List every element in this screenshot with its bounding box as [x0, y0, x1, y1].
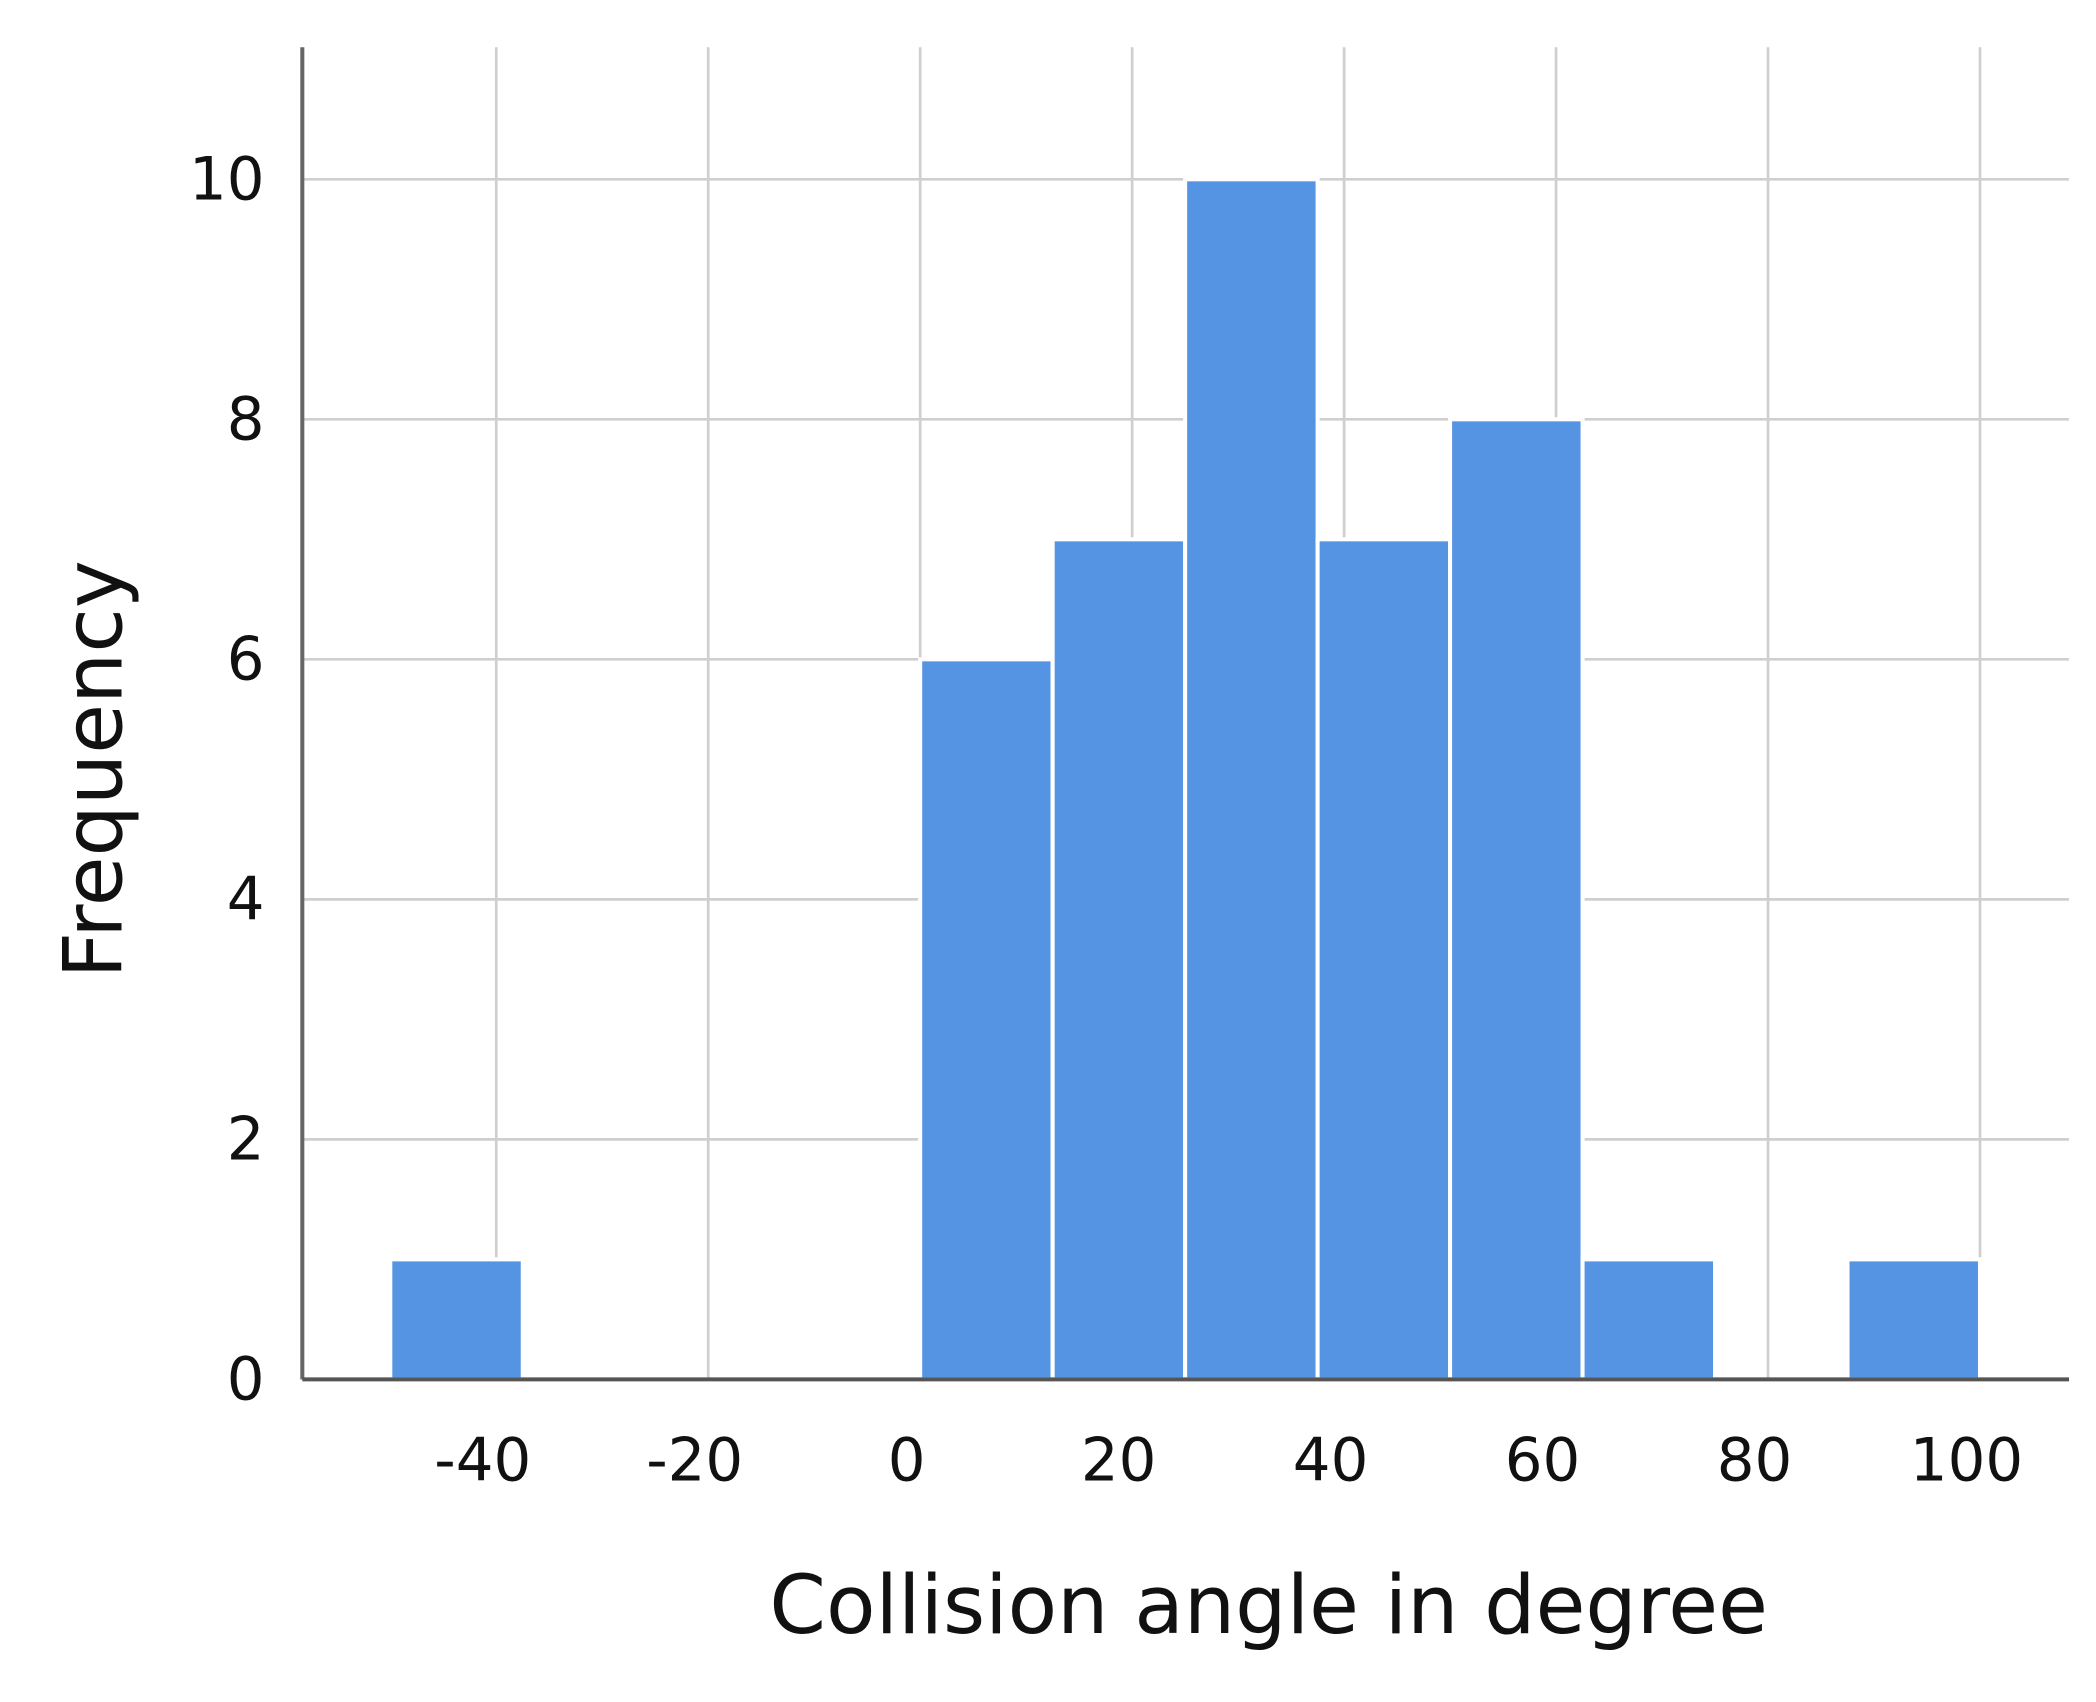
x-tick-label: 80: [1717, 1427, 1793, 1496]
bar: [1580, 1257, 1718, 1382]
bar: [1050, 537, 1188, 1382]
y-tick-label: 10: [189, 146, 265, 215]
bar: [1448, 417, 1585, 1382]
y-tick-label: 4: [227, 866, 265, 935]
y-tick-label: 6: [227, 626, 265, 695]
x-tick-label: -20: [646, 1427, 743, 1496]
bar: [918, 657, 1055, 1382]
y-tick-label: 8: [227, 386, 265, 455]
bar: [1315, 537, 1453, 1382]
x-tick-label: 100: [1910, 1427, 2023, 1496]
x-tick-label: 60: [1505, 1427, 1581, 1496]
x-tick-label: -40: [434, 1427, 531, 1496]
x-tick-label: 40: [1293, 1427, 1369, 1496]
bar: [1845, 1257, 1983, 1382]
x-tick-label: 0: [888, 1427, 926, 1496]
bar: [1183, 177, 1320, 1382]
y-tick-label: 2: [227, 1106, 265, 1175]
x-tick-label: 20: [1081, 1427, 1157, 1496]
y-axis-title: Frequency: [47, 560, 141, 978]
x-axis-title: Collision angle in degree: [769, 1559, 1768, 1653]
y-tick-label: 0: [227, 1346, 265, 1415]
bar: [388, 1257, 525, 1382]
